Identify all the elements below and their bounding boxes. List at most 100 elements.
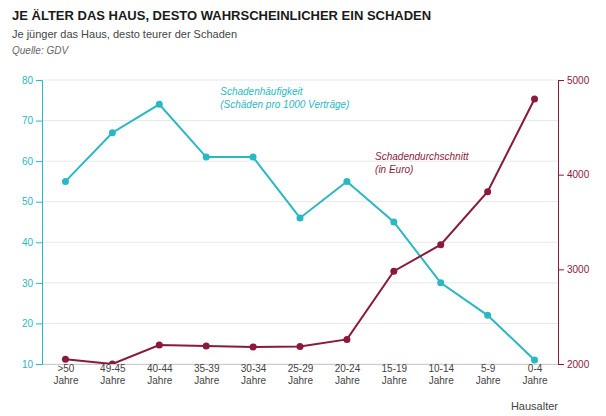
tick-label: 0-4Jahre: [523, 363, 548, 386]
point: [297, 214, 304, 221]
point: [156, 342, 163, 349]
point: [62, 178, 69, 185]
text-line: 20-24: [335, 363, 361, 374]
point: [390, 268, 397, 275]
point: [156, 101, 163, 108]
point: [390, 219, 397, 226]
tick-label: 3000: [567, 264, 590, 275]
marks: [62, 95, 538, 364]
tick-mark: [558, 80, 564, 81]
text-line: Jahre: [194, 375, 219, 386]
tick-label: 70: [22, 115, 34, 126]
point: [109, 361, 116, 365]
text-line: 35-39: [194, 363, 220, 374]
tick-label: 30: [22, 278, 34, 289]
tick: 4000: [558, 169, 590, 180]
tick-label: 10: [22, 359, 34, 370]
tick-label: 5000: [567, 75, 590, 86]
tick: 60: [22, 156, 42, 167]
point: [203, 154, 210, 161]
text-line: Schadendurchschnitt: [375, 151, 470, 162]
tick-label: 40: [22, 237, 34, 248]
text-line: 30-34: [241, 363, 267, 374]
tick-label: 80: [22, 75, 34, 86]
axis-line: [559, 81, 565, 365]
text-line: Schadenhäufigkeit: [220, 86, 304, 97]
tick-label: 60: [22, 156, 34, 167]
tick-mark: [36, 121, 42, 122]
tick: >50Jahre: [53, 363, 78, 386]
tick: 10-14Jahre: [428, 363, 454, 386]
text-line: Jahre: [382, 375, 407, 386]
tick-mark: [558, 175, 564, 176]
tick-mark: [558, 269, 564, 270]
text-line: >50: [57, 363, 74, 374]
text-line: Jahre: [241, 375, 266, 386]
text-line: 10-14: [428, 363, 454, 374]
x-axis: >50Jahre49-45Jahre40-44Jahre35-39Jahre30…: [43, 363, 559, 386]
tick-label: 20: [22, 318, 34, 329]
tick: 20: [22, 318, 42, 329]
text-line: 25-29: [288, 363, 314, 374]
point: [484, 188, 491, 195]
grid-line: [42, 120, 558, 121]
y-axis: 1020304050607080: [22, 75, 43, 370]
point: [250, 343, 257, 350]
source: Quelle: GDV: [12, 45, 69, 56]
tick: 80: [22, 75, 42, 86]
text-line: (in Euro): [375, 164, 413, 175]
tick-label: 4000: [567, 169, 590, 180]
tick: 30: [22, 278, 42, 289]
point: [343, 178, 350, 185]
series-line: [65, 99, 534, 364]
tick-mark: [36, 283, 42, 284]
tick-mark: [36, 202, 42, 203]
tick: 5000: [558, 75, 590, 86]
title: JE ÄLTER DAS HAUS, DESTO WAHRSCHEINLICHE…: [12, 8, 431, 23]
tick: 30-34Jahre: [241, 363, 267, 386]
tick-mark: [36, 364, 42, 365]
tick-label: 2000: [567, 359, 590, 370]
series-line: [65, 104, 534, 360]
tick-label: 40-44Jahre: [147, 363, 173, 386]
point: [203, 343, 210, 350]
text-line: 40-44: [147, 363, 173, 374]
text-line: Jahre: [476, 375, 501, 386]
plot: >50Jahre49-45Jahre40-44Jahre35-39Jahre30…: [22, 75, 590, 386]
text-line: (Schäden pro 1000 Verträge): [220, 99, 349, 110]
tick: 25-29Jahre: [288, 363, 314, 386]
grid-line: [42, 201, 558, 202]
text-line: 49-45: [100, 363, 126, 374]
point: [109, 129, 116, 136]
tick: 40-44Jahre: [147, 363, 173, 386]
point: [531, 356, 538, 363]
point: [484, 312, 491, 319]
tick: 10: [22, 359, 42, 370]
tick: 2000: [558, 359, 590, 370]
text-line: 5-9: [481, 363, 496, 374]
text-line: Jahre: [100, 375, 125, 386]
grid-line: [42, 323, 558, 324]
text-line: Jahre: [53, 375, 78, 386]
tick: 15-19Jahre: [382, 363, 408, 386]
point: [343, 336, 350, 343]
text-line: Jahre: [147, 375, 172, 386]
subtitle: Je jünger das Haus, desto teurer der Sch…: [12, 28, 237, 40]
grid-line: [42, 282, 558, 283]
tick: 40: [22, 237, 42, 248]
point: [437, 279, 444, 286]
tick-mark: [36, 242, 42, 243]
point: [62, 356, 69, 363]
text-line: Jahre: [429, 375, 454, 386]
tick-label: 25-29Jahre: [288, 363, 314, 386]
tick-label: 49-45Jahre: [100, 363, 126, 386]
tick-mark: [36, 80, 42, 81]
tick: 70: [22, 115, 42, 126]
y2-axis: 2000 3000 4000 5000: [558, 75, 590, 370]
tick-label: 10-14Jahre: [428, 363, 454, 386]
grid-line: [42, 80, 558, 81]
series-label: Schadendurchschnitt (in Euro): [375, 151, 470, 175]
tick: 20-24Jahre: [335, 363, 361, 386]
tick-label: 15-19Jahre: [382, 363, 408, 386]
text-line: Jahre: [288, 375, 313, 386]
